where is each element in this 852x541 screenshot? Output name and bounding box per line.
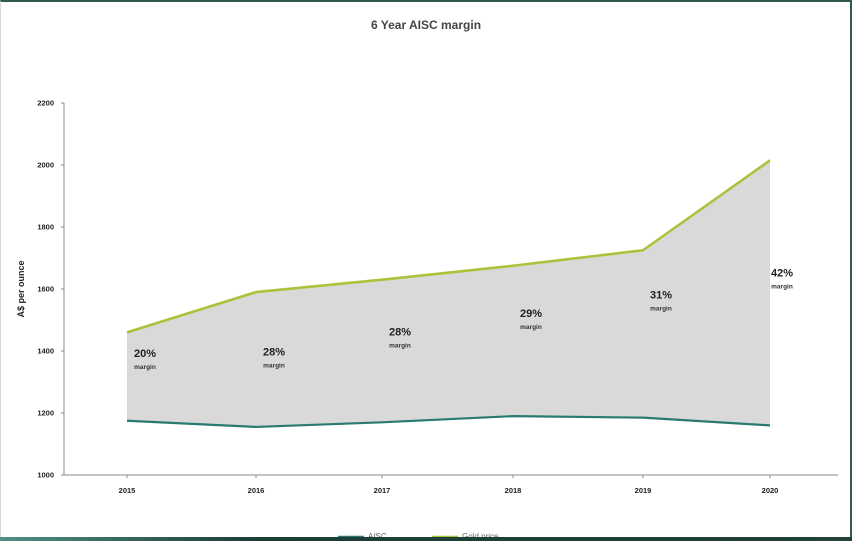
margin-percent-label: 29% — [520, 308, 542, 320]
y-tick-label: 1400 — [37, 347, 54, 356]
margin-text-label: margin — [263, 363, 285, 370]
y-tick-label: 2200 — [37, 99, 54, 108]
gold-price-line — [126, 159, 771, 334]
x-tick-label: 2015 — [119, 486, 136, 495]
margin-text-label: margin — [389, 343, 411, 350]
margin-percent-label: 28% — [389, 327, 411, 339]
y-tick-label: 1600 — [37, 285, 54, 294]
margin-percent-label: 42% — [771, 268, 793, 280]
margin-percent-label: 31% — [650, 289, 672, 301]
y-tick-label: 1800 — [37, 223, 54, 232]
x-tick-label: 2017 — [374, 486, 391, 495]
margin-text-label: margin — [520, 324, 542, 331]
bottom-accent-bar — [0, 537, 852, 541]
legend-label: Gold price — [462, 532, 499, 541]
y-axis-label: A$ per ounce — [16, 260, 26, 317]
x-tick-label: 2016 — [248, 486, 265, 495]
margin-text-label: margin — [650, 305, 672, 312]
x-tick-label: 2018 — [505, 486, 522, 495]
margin-percent-label: 20% — [134, 348, 156, 360]
margin-percent-label: 28% — [263, 347, 285, 359]
y-tick-label: 1000 — [37, 471, 54, 480]
y-tick-label: 1200 — [37, 409, 54, 418]
aisc-line — [126, 415, 771, 429]
legend-label: AISC — [368, 532, 387, 541]
chart-title: 6 Year AISC margin — [370, 18, 482, 32]
y-tick-label: 2000 — [37, 161, 54, 170]
margin-area — [127, 160, 770, 427]
x-tick-label: 2020 — [762, 486, 779, 495]
margin-text-label: margin — [134, 364, 156, 371]
x-tick-label: 2019 — [635, 486, 652, 495]
margin-text-label: margin — [771, 284, 793, 291]
